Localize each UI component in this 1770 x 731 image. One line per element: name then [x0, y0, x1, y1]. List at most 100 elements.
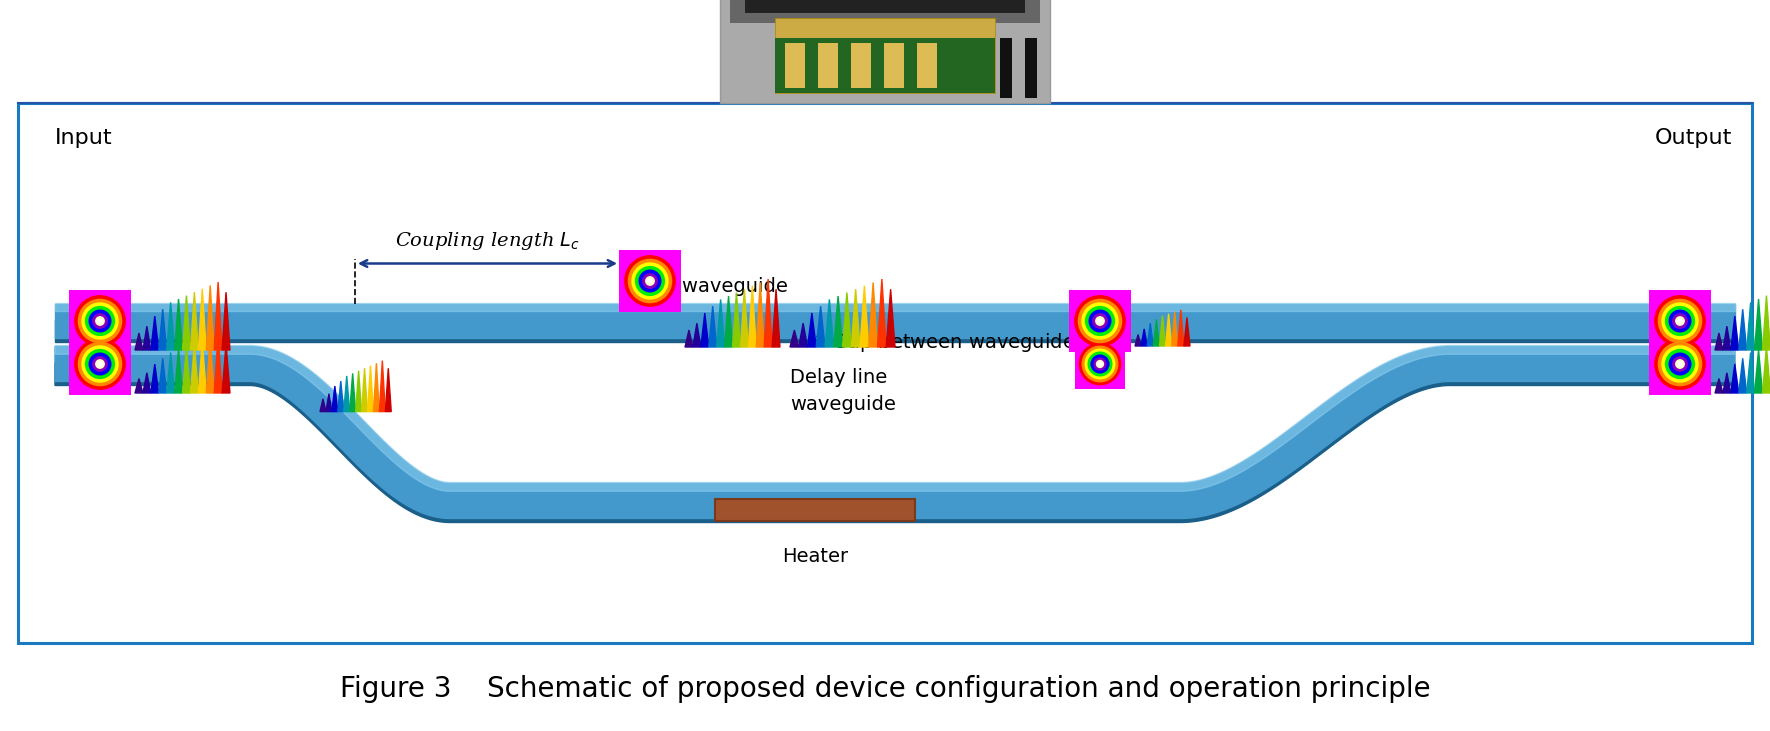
Polygon shape: [708, 306, 717, 347]
Polygon shape: [350, 374, 356, 412]
Polygon shape: [150, 364, 159, 393]
Circle shape: [97, 319, 103, 323]
Polygon shape: [379, 360, 386, 412]
Polygon shape: [843, 292, 851, 347]
Polygon shape: [860, 286, 869, 347]
Polygon shape: [214, 336, 221, 393]
Polygon shape: [1763, 295, 1770, 350]
Polygon shape: [191, 292, 198, 350]
Polygon shape: [175, 299, 182, 350]
Bar: [69, 333, 131, 395]
Circle shape: [74, 296, 126, 346]
Circle shape: [1655, 338, 1705, 389]
Polygon shape: [1135, 335, 1142, 346]
Circle shape: [1085, 306, 1115, 336]
Polygon shape: [1747, 303, 1754, 350]
Circle shape: [1666, 349, 1694, 379]
Bar: [720, 0, 1050, 103]
Polygon shape: [701, 313, 708, 347]
Circle shape: [96, 317, 104, 325]
Polygon shape: [807, 313, 816, 347]
Circle shape: [96, 360, 104, 368]
Circle shape: [1089, 310, 1112, 332]
Text: Heater: Heater: [782, 547, 848, 566]
Text: Coupling length $L_c$: Coupling length $L_c$: [395, 230, 581, 251]
Bar: [69, 290, 131, 352]
Circle shape: [96, 360, 104, 368]
Circle shape: [628, 260, 671, 303]
Bar: [715, 499, 915, 520]
Polygon shape: [740, 289, 749, 347]
Circle shape: [1090, 355, 1108, 373]
Circle shape: [635, 267, 664, 295]
Polygon shape: [143, 326, 150, 350]
Circle shape: [1096, 317, 1104, 325]
Polygon shape: [1722, 373, 1731, 393]
Circle shape: [632, 263, 667, 299]
Polygon shape: [1738, 358, 1747, 393]
Circle shape: [88, 310, 112, 332]
Circle shape: [1669, 310, 1690, 332]
Polygon shape: [207, 285, 214, 350]
Circle shape: [646, 277, 653, 284]
Polygon shape: [825, 300, 834, 347]
Polygon shape: [1722, 326, 1731, 350]
Polygon shape: [1159, 316, 1166, 346]
Bar: [775, 18, 995, 93]
Polygon shape: [55, 319, 1735, 343]
Polygon shape: [756, 282, 765, 347]
Polygon shape: [386, 368, 391, 412]
Polygon shape: [1715, 379, 1722, 393]
Circle shape: [1676, 317, 1683, 325]
Polygon shape: [191, 344, 198, 393]
Circle shape: [1658, 342, 1701, 385]
Polygon shape: [55, 346, 1735, 491]
Polygon shape: [361, 368, 368, 412]
Polygon shape: [135, 333, 143, 350]
Polygon shape: [869, 282, 878, 347]
Polygon shape: [772, 289, 781, 347]
Circle shape: [646, 277, 655, 285]
Polygon shape: [887, 289, 896, 347]
Text: Input: Input: [55, 128, 113, 148]
Circle shape: [78, 342, 122, 385]
Text: Bus waveguide: Bus waveguide: [641, 276, 788, 295]
Circle shape: [1676, 360, 1685, 368]
Circle shape: [96, 317, 104, 325]
Polygon shape: [333, 386, 338, 412]
Polygon shape: [1754, 299, 1763, 350]
Circle shape: [1678, 319, 1681, 323]
Polygon shape: [798, 323, 807, 347]
Polygon shape: [143, 373, 150, 393]
Bar: [775, 38, 995, 93]
Circle shape: [74, 338, 126, 389]
Text: Output: Output: [1655, 128, 1733, 148]
Polygon shape: [150, 316, 159, 350]
Circle shape: [1676, 317, 1685, 325]
Circle shape: [1097, 361, 1103, 367]
Circle shape: [85, 306, 115, 336]
Circle shape: [1662, 303, 1697, 339]
Bar: [1074, 338, 1126, 390]
Circle shape: [81, 303, 119, 339]
Circle shape: [81, 346, 119, 382]
Circle shape: [648, 279, 651, 283]
Circle shape: [1085, 349, 1115, 379]
Polygon shape: [1715, 333, 1722, 350]
Bar: [1650, 290, 1712, 352]
Polygon shape: [373, 363, 379, 412]
Circle shape: [1080, 344, 1120, 385]
Polygon shape: [207, 338, 214, 393]
Text: Delay line
waveguide: Delay line waveguide: [789, 368, 896, 414]
Circle shape: [643, 274, 657, 288]
Bar: [745, 0, 1025, 13]
Bar: [818, 43, 837, 88]
Circle shape: [1081, 346, 1117, 382]
Polygon shape: [182, 295, 191, 350]
Circle shape: [1097, 319, 1103, 323]
Polygon shape: [135, 379, 143, 393]
Polygon shape: [1754, 349, 1763, 393]
Circle shape: [92, 357, 108, 371]
Circle shape: [1658, 300, 1701, 343]
Polygon shape: [1172, 312, 1177, 346]
